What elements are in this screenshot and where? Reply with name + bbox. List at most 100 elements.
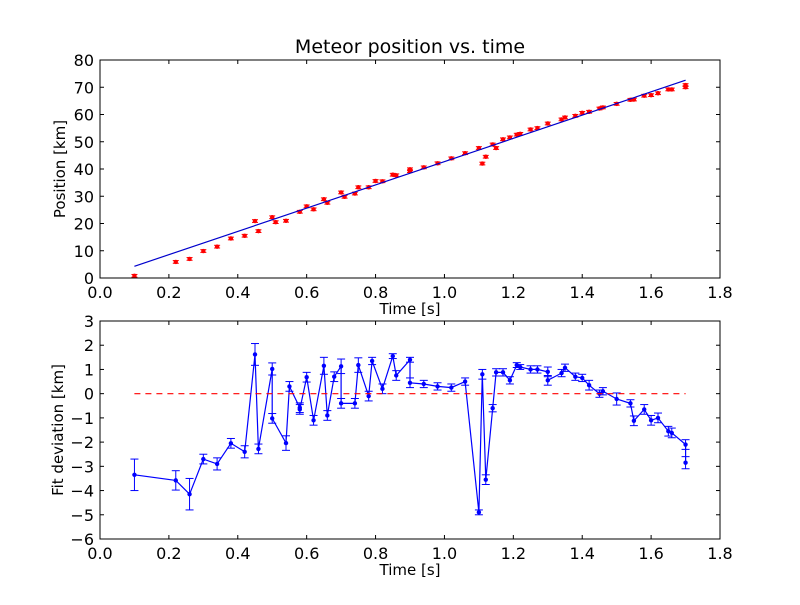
position-plot-x-tick-label: 1.6	[638, 283, 663, 302]
position-plot-x-tick-label: 0.6	[294, 283, 319, 302]
deviation-plot-x-label: Time [s]	[379, 561, 441, 579]
data-point	[304, 374, 309, 380]
position-plot-y-tick-label: 40	[74, 160, 94, 179]
deviation-plot-y-tick-label: −6	[70, 530, 94, 549]
data-point	[462, 379, 468, 384]
deviation-plot-y-tick-label: 1	[84, 360, 94, 379]
data-point	[366, 393, 371, 399]
deviation-plot-y-tick-label: −1	[70, 409, 94, 428]
position-plot-y-tick-label: 80	[74, 51, 94, 70]
data-point	[666, 429, 671, 434]
data-point	[283, 218, 289, 223]
data-point	[500, 370, 506, 375]
data-point	[242, 449, 247, 454]
deviation-plot: 0.0 0.2 0.4 0.6 0.8 1.0 1.2 1.4 1.6 1.8 −6−5−4−3−…	[49, 312, 733, 579]
position-plot-title: Meteor position vs. time	[295, 36, 525, 58]
position-plot-x-tick-label: 0.4	[225, 283, 250, 302]
data-point	[407, 380, 413, 385]
deviation-plot-x-ticks: 0.0 0.2 0.4 0.6 0.8 1.0 1.2 1.4 1.6 1.8	[87, 321, 733, 563]
data-point	[214, 244, 220, 249]
data-point	[631, 418, 637, 423]
data-point	[507, 378, 513, 383]
position-plot-x-tick-label: 1.0	[432, 283, 457, 302]
position-plot-x-label: Time [s]	[379, 300, 441, 318]
data-point	[270, 416, 275, 421]
data-point	[287, 384, 292, 389]
deviation-plot-y-ticks: −6 −5 −4 −3 −2 −1 0 1 2 3	[70, 312, 720, 549]
position-plot-y-tick-label: 20	[74, 215, 94, 234]
data-point	[256, 446, 261, 452]
data-point	[214, 461, 220, 467]
data-point	[545, 121, 550, 126]
deviation-plot-frame	[99, 320, 721, 540]
deviation-plot-x-tick-label: 1.2	[501, 544, 526, 563]
position-plot-y-tick-label: 50	[74, 133, 94, 152]
deviation-plot-x-tick-label: 0.6	[294, 544, 319, 563]
data-point	[518, 364, 523, 370]
data-point	[493, 370, 499, 375]
data-point	[311, 418, 316, 423]
data-point	[628, 401, 633, 406]
position-plot-x-tick-label: 1.4	[569, 283, 594, 302]
data-point	[311, 207, 316, 212]
position-plot: Meteor position vs. time 0.0 0.2 0.4 0.6 0.8…	[51, 36, 733, 318]
data-point	[132, 472, 137, 478]
position-plot-y-tick-label: 60	[74, 106, 94, 125]
data-point	[325, 413, 330, 418]
deviation-plot-y-tick-label: −5	[70, 506, 94, 525]
data-point	[614, 396, 619, 402]
linear-fit-line	[134, 79, 686, 267]
data-point	[573, 374, 578, 379]
data-point	[187, 256, 192, 262]
data-point	[480, 161, 485, 166]
deviation-plot-x-tick-label: 1.8	[707, 544, 732, 563]
data-point	[580, 375, 585, 381]
data-point	[242, 233, 247, 238]
deviation-plot-area	[100, 321, 720, 539]
data-point	[476, 510, 482, 515]
data-point	[356, 185, 361, 190]
data-point	[332, 374, 337, 379]
data-point	[535, 367, 540, 372]
data-point	[270, 366, 275, 372]
position-plot-x-tick-label: 1.8	[707, 283, 732, 302]
data-point	[518, 131, 523, 137]
data-point	[380, 386, 385, 392]
position-plot-x-tick-label: 1.2	[501, 283, 526, 302]
deviation-plot-y-label: Fit deviation [km]	[49, 364, 67, 496]
deviation-plot-x-tick-label: 0.0	[87, 544, 112, 563]
data-point	[449, 385, 454, 390]
position-plot-y-tick-label: 0	[84, 269, 94, 288]
data-point	[201, 456, 206, 462]
data-point	[493, 145, 499, 151]
data-point	[580, 110, 585, 116]
position-plot-x-ticks: 0.0 0.2 0.4 0.6 0.8 1.0 1.2 1.4 1.6 1.8	[87, 60, 733, 302]
data-point	[642, 407, 647, 412]
deviation-plot-data	[130, 343, 690, 516]
data-point	[252, 218, 258, 224]
position-plot-y-ticks: 0 10 20 30 40 50 60 70 80	[74, 51, 720, 288]
data-point	[338, 190, 344, 195]
data-point	[201, 248, 206, 254]
data-point	[500, 137, 506, 142]
data-point	[352, 401, 358, 406]
deviation-plot-y-tick-label: −2	[70, 433, 94, 452]
data-point	[655, 415, 661, 421]
data-point	[228, 441, 234, 446]
data-point	[338, 401, 344, 406]
deviation-plot-x-tick-label: 0.2	[156, 544, 181, 563]
data-point	[187, 491, 192, 497]
data-point	[648, 92, 654, 98]
data-point	[528, 367, 533, 372]
data-point	[390, 353, 395, 359]
deviation-plot-x-tick-label: 1.0	[432, 544, 457, 563]
position-plot-x-tick-label: 0.0	[87, 283, 112, 302]
data-point	[356, 362, 361, 368]
position-plot-x-tick-label: 0.8	[363, 283, 388, 302]
data-point	[321, 197, 327, 202]
data-point	[132, 273, 137, 279]
data-point	[559, 370, 564, 376]
position-plot-data	[131, 79, 689, 279]
